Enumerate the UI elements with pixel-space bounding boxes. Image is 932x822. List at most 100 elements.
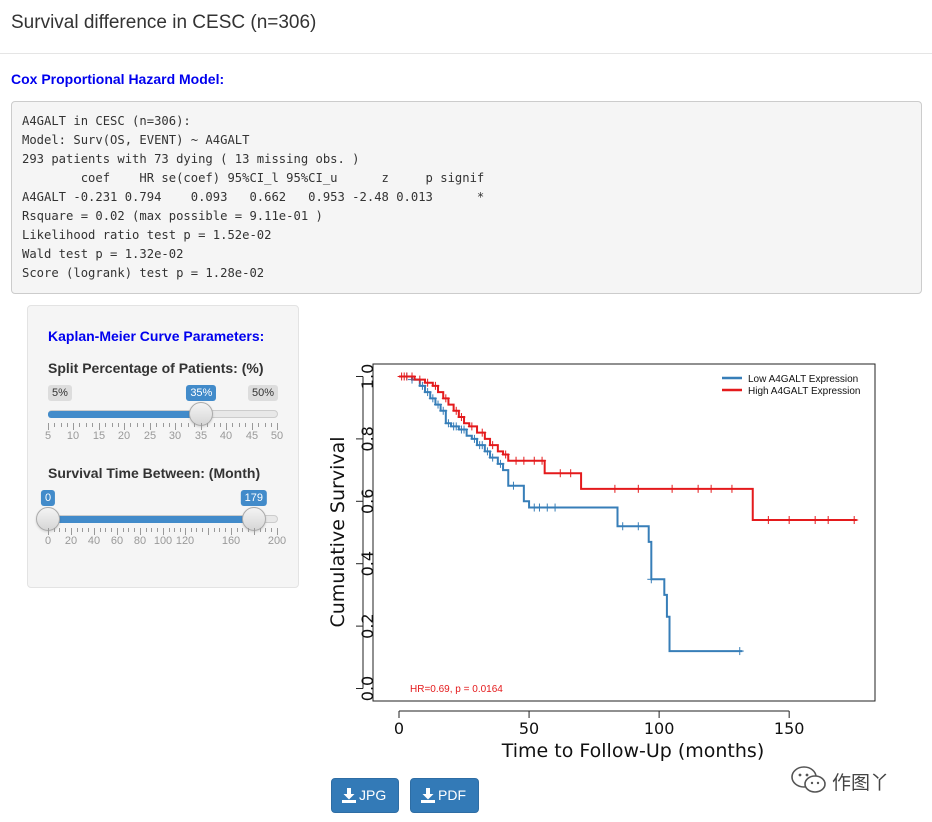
x-axis-label: Time to Follow-Up (months): [501, 740, 765, 762]
slider-minor-tick: [146, 528, 147, 532]
slider-tick: [48, 528, 49, 535]
slider-tick: [73, 423, 74, 430]
slider-minor-tick: [169, 528, 170, 532]
slider-minor-tick: [118, 423, 119, 427]
km-parameters-heading: Kaplan-Meier Curve Parameters:: [48, 328, 265, 344]
x-tick-label: 50: [519, 719, 539, 738]
slider-minor-tick: [180, 528, 181, 532]
split-percentage-slider[interactable]: 5% 50% 35% 5 10 15 20 25 30 35 40 45 50: [45, 385, 283, 445]
slider-minor-tick: [271, 528, 272, 532]
slider-minor-tick: [237, 528, 238, 532]
slider-tick: [185, 528, 186, 535]
slider-tick-label: 40: [87, 535, 101, 547]
slider-tick: [163, 528, 164, 535]
slider-minor-tick: [67, 423, 68, 427]
slider-tick: [208, 528, 209, 535]
slider-minor-tick: [77, 528, 78, 532]
legend-label-high: High A4GALT Expression: [748, 386, 860, 397]
slider-minor-tick: [181, 423, 182, 427]
plot-frame: [372, 363, 876, 702]
slider-minor-tick: [214, 423, 215, 427]
slider-to-label: 179: [240, 490, 268, 506]
cox-output: A4GALT in CESC (n=306): Model: Surv(OS, …: [11, 101, 922, 294]
slider-minor-tick: [134, 528, 135, 532]
hr-annotation: HR=0.69, p = 0.0164: [410, 684, 503, 695]
slider-tick-label: 0: [44, 535, 52, 547]
slider-minor-tick: [174, 528, 175, 532]
x-tick-label: 0: [394, 719, 404, 738]
slider-minor-tick: [143, 423, 144, 427]
slider-minor-tick: [214, 528, 215, 532]
slider-tick: [150, 423, 151, 430]
slider-tick: [201, 423, 202, 430]
y-tick-label: 0.8: [358, 426, 377, 451]
slider-handle-from[interactable]: [36, 507, 60, 531]
slider-tick-label: 40: [219, 430, 233, 442]
slider-tick-label: 30: [168, 430, 182, 442]
slider-minor-tick: [54, 528, 55, 532]
slider-minor-tick: [265, 423, 266, 427]
slider-minor-tick: [207, 423, 208, 427]
slider-minor-tick: [219, 528, 220, 532]
y-tick-label: 0.4: [358, 551, 377, 576]
slider-tick: [226, 423, 227, 430]
slider-minor-tick: [271, 423, 272, 427]
watermark: 作图丫: [790, 765, 910, 799]
slider-minor-tick: [130, 423, 131, 427]
slider-minor-tick: [245, 423, 246, 427]
slider-tick: [48, 423, 49, 430]
slider-minor-tick: [92, 423, 93, 427]
x-tick-label: 100: [644, 719, 675, 738]
watermark-text: 作图丫: [832, 773, 890, 794]
slider-minor-tick: [100, 528, 101, 532]
legend: Low A4GALT Expression High A4GALT Expres…: [722, 374, 860, 397]
survival-time-label: Survival Time Between: (Month): [48, 465, 261, 481]
slider-minor-tick: [86, 423, 87, 427]
y-tick-label: 1.0: [358, 364, 377, 389]
slider-tick: [71, 528, 72, 535]
slider-handle-to[interactable]: [241, 507, 266, 531]
slider-tick-label: 35: [194, 430, 208, 442]
cox-line: Wald test p = 1.32e-02: [22, 247, 184, 261]
slider-tick-label: 80: [133, 535, 147, 547]
survival-time-slider[interactable]: 0 179 0 20 40 60 80 100 120 160 200: [36, 490, 286, 550]
slider-minor-tick: [191, 528, 192, 532]
slider-min-label: 5%: [48, 385, 72, 401]
cox-line: Likelihood ratio test p = 1.52e-02: [22, 228, 272, 242]
slider-minor-tick: [123, 528, 124, 532]
slider-minor-tick: [54, 423, 55, 427]
slider-minor-tick: [59, 528, 60, 532]
y-tick-label: 0.2: [358, 613, 377, 638]
slider-tick: [140, 528, 141, 535]
slider-minor-tick: [242, 528, 243, 532]
slider-tick-label: 200: [267, 535, 287, 547]
slider-tick-label: 20: [64, 535, 78, 547]
slider-tick-label: 160: [221, 535, 241, 547]
slider-grid: 5 10 15 20 25 30 35 40 45 50: [45, 423, 283, 443]
slider-tick-label: 25: [143, 430, 157, 442]
slider-tick-label: 15: [92, 430, 106, 442]
slider-minor-tick: [248, 528, 249, 532]
slider-tick: [124, 423, 125, 430]
slider-tick-label: 20: [117, 430, 131, 442]
slider-minor-tick: [128, 528, 129, 532]
slider-minor-tick: [137, 423, 138, 427]
download-icon: [342, 788, 356, 803]
slider-minor-tick: [105, 528, 106, 532]
slider-minor-tick: [194, 423, 195, 427]
slider-minor-tick: [239, 423, 240, 427]
slider-minor-tick: [105, 423, 106, 427]
cox-line: 293 patients with 73 dying ( 13 missing …: [22, 152, 360, 166]
y-tick-label: 0.6: [358, 489, 377, 514]
slider-tick-label: 50: [270, 430, 284, 442]
slider-minor-tick: [163, 423, 164, 427]
slider-minor-tick: [157, 528, 158, 532]
slider-minor-tick: [79, 423, 80, 427]
download-pdf-label: PDF: [438, 787, 466, 803]
slider-minor-tick: [82, 528, 83, 532]
slider-minor-tick: [196, 528, 197, 532]
download-jpg-button[interactable]: JPG: [331, 778, 400, 813]
legend-label-low: Low A4GALT Expression: [748, 374, 858, 385]
slider-minor-tick: [232, 423, 233, 427]
download-pdf-button[interactable]: PDF: [410, 778, 479, 813]
